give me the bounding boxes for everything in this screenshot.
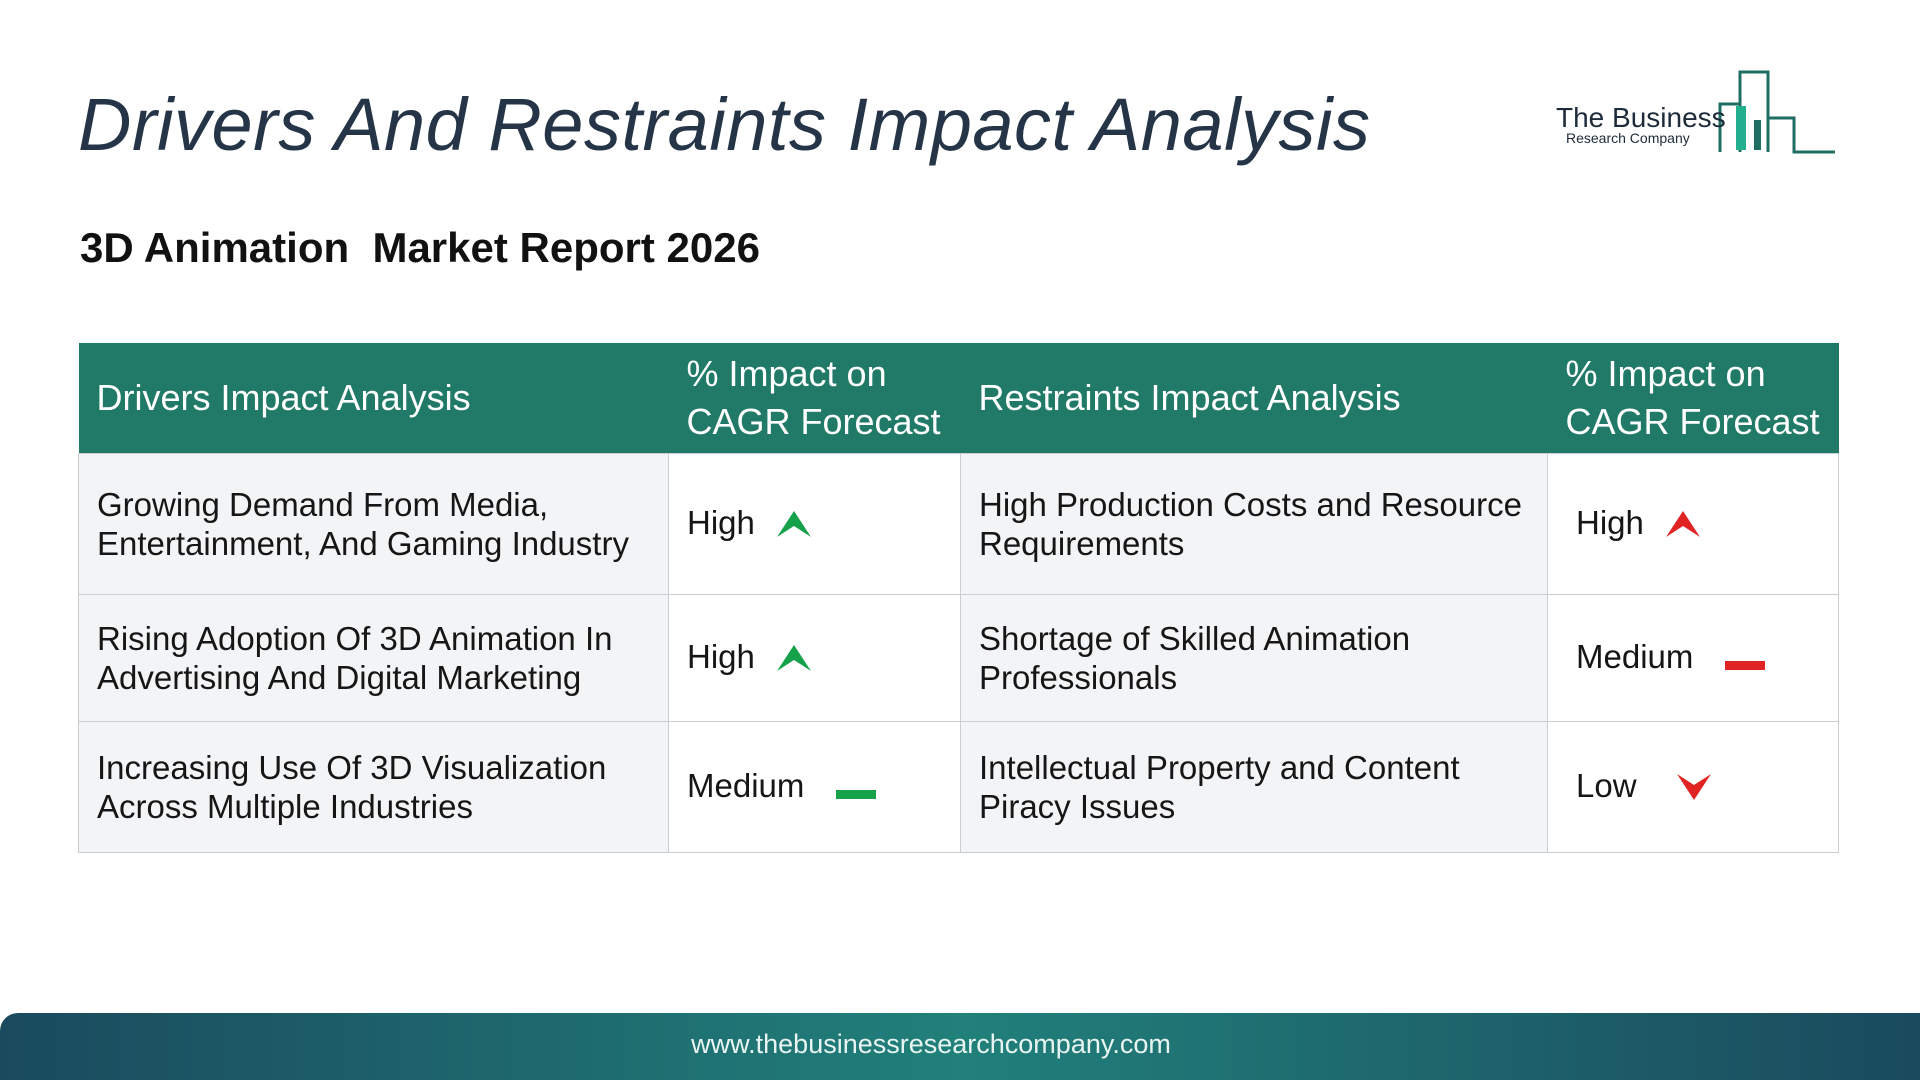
logo-text-primary: The Business xyxy=(1556,102,1726,133)
restraint-impact-cell: Low xyxy=(1547,721,1839,853)
company-logo: The Business Research Company xyxy=(1554,66,1836,156)
driver-impact-cell: High xyxy=(668,453,961,595)
restraint-cell: Shortage of Skilled Animation Profession… xyxy=(960,594,1548,722)
impact-level: High xyxy=(687,638,755,676)
logo-buildings-icon xyxy=(1718,70,1835,154)
impact-level: Medium xyxy=(687,767,805,805)
dash-icon xyxy=(1725,640,1766,679)
down-arrow-icon xyxy=(1676,769,1711,808)
up-arrow-icon xyxy=(1665,506,1700,545)
up-arrow-icon xyxy=(776,640,811,679)
impact-level: Medium xyxy=(1576,638,1694,676)
driver-cell: Rising Adoption Of 3D Animation In Adver… xyxy=(78,594,669,722)
restraint-cell: High Production Costs and Resource Requi… xyxy=(960,453,1548,595)
table-header-row: Drivers Impact Analysis % Impact on CAGR… xyxy=(78,343,1839,454)
impact-level: High xyxy=(687,504,755,542)
footer-website-link[interactable]: www.thebusinessresearchcompany.com xyxy=(691,1029,1171,1059)
driver-cell: Growing Demand From Media, Entertainment… xyxy=(78,453,669,595)
restraint-impact-cell: High xyxy=(1547,453,1839,595)
table-row: Rising Adoption Of 3D Animation In Adver… xyxy=(78,594,1839,722)
page-title: Drivers And Restraints Impact Analysis xyxy=(78,83,1371,166)
impact-level: High xyxy=(1576,504,1644,542)
restraint-cell: Intellectual Property and Content Piracy… xyxy=(960,721,1548,853)
header-drivers: Drivers Impact Analysis xyxy=(78,343,669,454)
driver-cell: Increasing Use Of 3D Visualization Acros… xyxy=(78,721,669,853)
impact-level: Low xyxy=(1576,767,1637,805)
table-row: Increasing Use Of 3D Visualization Acros… xyxy=(78,721,1839,853)
impact-table: Drivers Impact Analysis % Impact on CAGR… xyxy=(78,343,1839,853)
footer-bar: www.thebusinessresearchcompany.com xyxy=(0,1013,1920,1080)
table-row: Growing Demand From Media, Entertainment… xyxy=(78,453,1839,595)
restraint-impact-cell: Medium xyxy=(1547,594,1839,722)
header-restraints-impact: % Impact on CAGR Forecast xyxy=(1547,343,1839,454)
driver-impact-cell: High xyxy=(668,594,961,722)
up-arrow-icon xyxy=(776,506,811,545)
header-drivers-impact: % Impact on CAGR Forecast xyxy=(668,343,961,454)
logo-text-secondary: Research Company xyxy=(1566,130,1690,146)
report-subtitle: 3D Animation Market Report 2026 xyxy=(80,224,760,271)
dash-icon xyxy=(836,769,877,808)
driver-impact-cell: Medium xyxy=(668,721,961,853)
header-restraints: Restraints Impact Analysis xyxy=(960,343,1548,454)
